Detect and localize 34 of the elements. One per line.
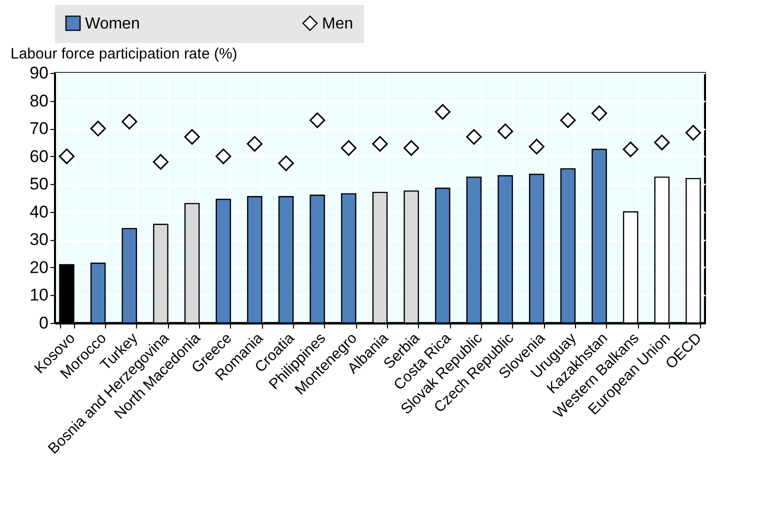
legend-label: Women	[85, 15, 140, 32]
point	[122, 114, 138, 130]
point	[340, 140, 356, 156]
legend-label: Men	[322, 15, 354, 32]
point	[466, 129, 482, 145]
y-tick-label: 10	[30, 286, 48, 305]
point	[184, 129, 200, 145]
point	[528, 138, 544, 154]
y-tick-label: 40	[30, 202, 48, 222]
y-tick-label: 70	[30, 119, 48, 138]
y-tick-label: 30	[30, 230, 48, 250]
y-tick-label: 80	[30, 91, 48, 110]
point	[654, 134, 670, 150]
point	[278, 155, 294, 172]
point	[372, 136, 388, 152]
y-tick-label: 0	[39, 314, 48, 332]
y-axis-title: Labour force participation rate (%)	[10, 46, 238, 62]
point	[404, 140, 420, 156]
y-tick-label: 50	[30, 174, 48, 194]
point	[246, 136, 263, 152]
point	[152, 154, 169, 170]
point	[216, 148, 232, 164]
point	[685, 124, 702, 141]
point	[90, 120, 106, 136]
y-tick-label: 20	[30, 258, 48, 277]
point	[434, 104, 450, 120]
point	[622, 142, 638, 158]
y-tick-label: 90	[30, 64, 48, 82]
y-tick-label: 60	[30, 146, 48, 166]
point	[560, 112, 576, 128]
point	[497, 124, 514, 140]
point	[591, 105, 608, 122]
point	[310, 112, 326, 128]
point	[58, 148, 75, 164]
